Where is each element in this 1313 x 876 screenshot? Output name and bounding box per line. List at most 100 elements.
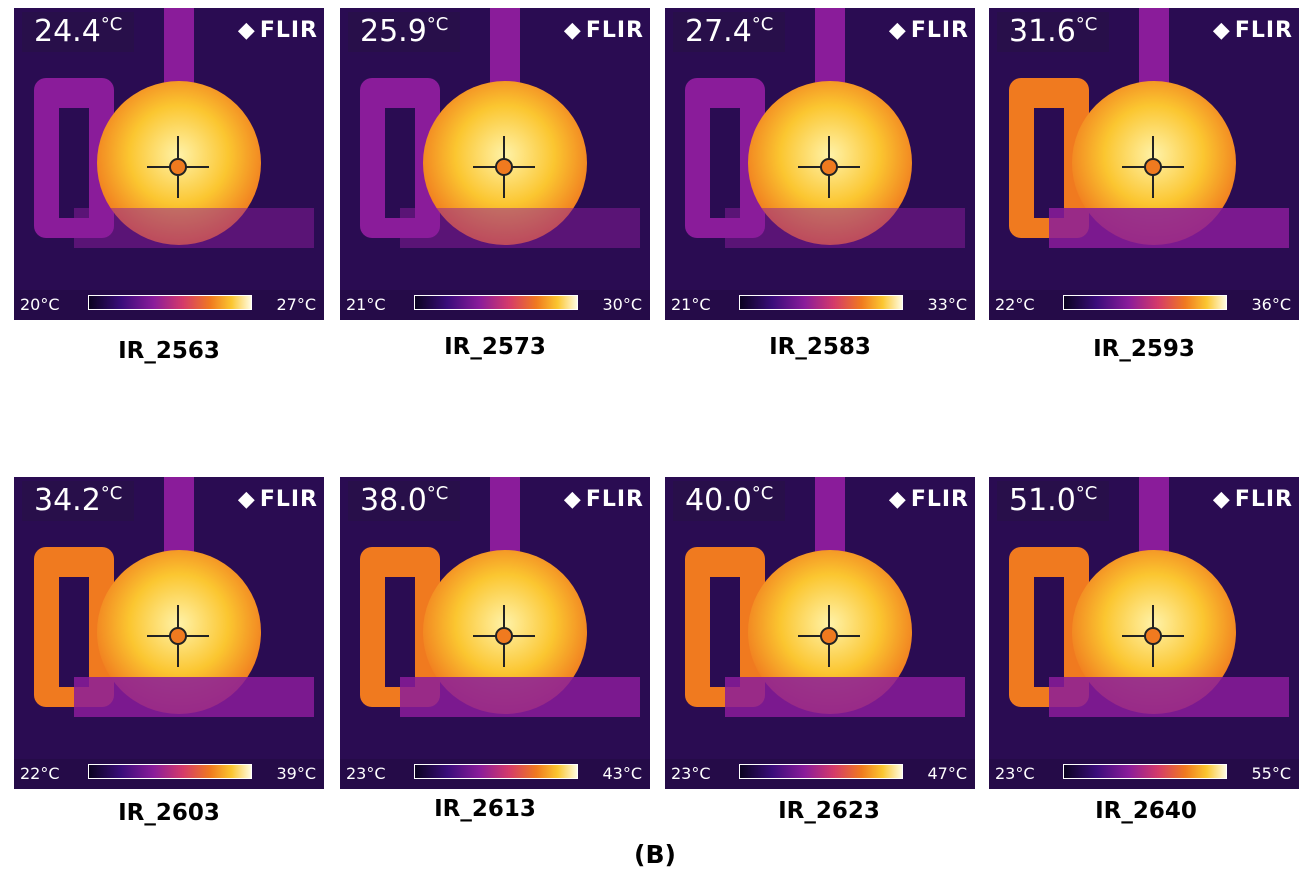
crosshair-icon	[473, 605, 535, 667]
clamp-band	[725, 677, 965, 717]
flir-diamond-icon: ◆	[237, 18, 256, 43]
scale-min: 22°C	[995, 295, 1035, 314]
scale-min: 23°C	[995, 764, 1035, 783]
color-gradient	[1063, 295, 1227, 310]
temperature-scale: 21°C 33°C	[665, 290, 975, 320]
crosshair-icon	[147, 605, 209, 667]
color-gradient	[88, 295, 252, 310]
thermal-frame-ir-2593: 31.6°C ◆ FLIR 22°C 36°C	[989, 8, 1299, 320]
thermal-image	[14, 8, 324, 320]
flask-neck	[1139, 8, 1169, 88]
crosshair-center	[1144, 158, 1162, 176]
clamp-band	[74, 677, 314, 717]
flask-neck	[490, 477, 520, 557]
flir-logo: ◆ FLIR	[1212, 487, 1293, 512]
crosshair-center	[820, 627, 838, 645]
scale-min: 21°C	[346, 295, 386, 314]
crosshair-icon	[1122, 605, 1184, 667]
scale-max: 43°C	[602, 764, 642, 783]
holder-gap	[1034, 108, 1064, 218]
color-gradient	[414, 295, 578, 310]
frame-caption: IR_2613	[434, 796, 536, 822]
color-gradient	[739, 764, 903, 779]
clamp-band	[74, 208, 314, 248]
clamp-band	[725, 208, 965, 248]
holder-gap	[710, 577, 740, 687]
clamp-band	[1049, 208, 1289, 248]
frame-caption: IR_2563	[118, 338, 220, 364]
temperature-scale: 23°C 55°C	[989, 759, 1299, 789]
crosshair-center	[820, 158, 838, 176]
temperature-scale: 22°C 39°C	[14, 759, 324, 789]
frame-caption: IR_2603	[118, 800, 220, 826]
temperature-scale: 21°C 30°C	[340, 290, 650, 320]
crosshair-icon	[798, 605, 860, 667]
flir-logo: ◆ FLIR	[888, 18, 969, 43]
color-gradient	[1063, 764, 1227, 779]
flask-neck	[815, 477, 845, 557]
scale-min: 20°C	[20, 295, 60, 314]
crosshair-icon	[1122, 136, 1184, 198]
spot-temperature: 34.2°C	[22, 481, 135, 521]
flask-neck	[1139, 477, 1169, 557]
color-gradient	[739, 295, 903, 310]
flask-neck	[164, 8, 194, 88]
flir-diamond-icon: ◆	[1212, 18, 1231, 43]
frame-caption: IR_2623	[778, 798, 880, 824]
scale-min: 22°C	[20, 764, 60, 783]
flir-diamond-icon: ◆	[888, 18, 907, 43]
spot-temperature: 40.0°C	[673, 481, 786, 521]
scale-max: 47°C	[927, 764, 967, 783]
flir-logo: ◆ FLIR	[563, 487, 644, 512]
holder-gap	[385, 108, 415, 218]
holder-gap	[59, 577, 89, 687]
scale-max: 30°C	[602, 295, 642, 314]
flir-diamond-icon: ◆	[237, 487, 256, 512]
thermal-image	[665, 477, 975, 789]
flask-neck	[164, 477, 194, 557]
scale-min: 23°C	[671, 764, 711, 783]
clamp-band	[400, 677, 640, 717]
scale-max: 39°C	[276, 764, 316, 783]
holder-gap	[385, 577, 415, 687]
thermal-frame-ir-2573: 25.9°C ◆ FLIR 21°C 30°C	[340, 8, 650, 320]
crosshair-center	[495, 627, 513, 645]
flir-logo: ◆ FLIR	[237, 18, 318, 43]
thermal-frame-ir-2583: 27.4°C ◆ FLIR 21°C 33°C	[665, 8, 975, 320]
color-gradient	[88, 764, 252, 779]
crosshair-icon	[473, 136, 535, 198]
frame-caption: IR_2593	[1093, 336, 1195, 362]
holder-gap	[59, 108, 89, 218]
thermal-image	[340, 8, 650, 320]
clamp-band	[400, 208, 640, 248]
frame-caption: IR_2583	[769, 334, 871, 360]
flir-diamond-icon: ◆	[563, 18, 582, 43]
flir-diamond-icon: ◆	[888, 487, 907, 512]
scale-max: 27°C	[276, 295, 316, 314]
spot-temperature: 24.4°C	[22, 12, 135, 52]
thermal-image	[989, 8, 1299, 320]
temperature-scale: 20°C 27°C	[14, 290, 324, 320]
thermal-frame-ir-2613: 38.0°C ◆ FLIR 23°C 43°C	[340, 477, 650, 789]
spot-temperature: 25.9°C	[348, 12, 461, 52]
crosshair-icon	[798, 136, 860, 198]
flir-logo: ◆ FLIR	[1212, 18, 1293, 43]
flir-logo: ◆ FLIR	[888, 487, 969, 512]
temperature-scale: 23°C 47°C	[665, 759, 975, 789]
thermal-frame-ir-2563: 24.4°C ◆ FLIR 20°C 27°C	[14, 8, 324, 320]
thermal-image	[665, 8, 975, 320]
color-gradient	[414, 764, 578, 779]
thermal-frame-ir-2623: 40.0°C ◆ FLIR 23°C 47°C	[665, 477, 975, 789]
frame-caption: IR_2573	[444, 334, 546, 360]
holder-gap	[1034, 577, 1064, 687]
scale-min: 21°C	[671, 295, 711, 314]
spot-temperature: 27.4°C	[673, 12, 786, 52]
clamp-band	[1049, 677, 1289, 717]
scale-min: 23°C	[346, 764, 386, 783]
panel-label: (B)	[634, 840, 676, 869]
temperature-scale: 23°C 43°C	[340, 759, 650, 789]
crosshair-center	[169, 158, 187, 176]
frame-caption: IR_2640	[1095, 798, 1197, 824]
holder-gap	[710, 108, 740, 218]
thermal-image	[14, 477, 324, 789]
